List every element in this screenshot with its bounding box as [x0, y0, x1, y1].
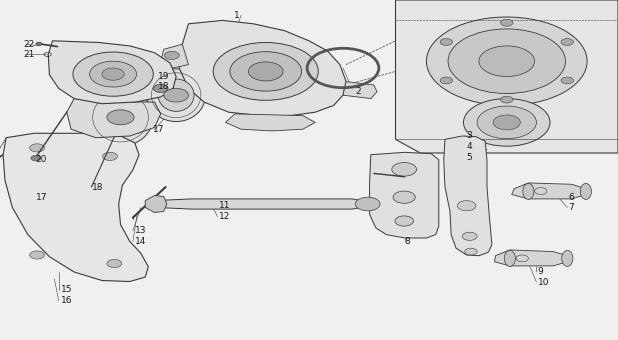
Circle shape [440, 77, 452, 84]
Polygon shape [48, 41, 176, 104]
Circle shape [462, 232, 477, 240]
Circle shape [107, 110, 134, 125]
Circle shape [248, 62, 283, 81]
Circle shape [493, 115, 520, 130]
Polygon shape [370, 152, 439, 238]
Polygon shape [161, 44, 188, 68]
Polygon shape [444, 136, 492, 256]
Circle shape [561, 39, 574, 45]
Text: 4: 4 [467, 142, 472, 151]
Circle shape [30, 144, 44, 152]
Circle shape [107, 259, 122, 268]
Circle shape [103, 152, 117, 160]
Polygon shape [343, 82, 377, 99]
Text: 1: 1 [234, 11, 239, 20]
Circle shape [465, 248, 477, 255]
Text: 18: 18 [91, 183, 103, 192]
Circle shape [153, 84, 168, 92]
Circle shape [164, 51, 179, 59]
Text: 22: 22 [23, 40, 35, 49]
Polygon shape [154, 199, 368, 209]
Circle shape [31, 155, 41, 161]
Circle shape [457, 201, 476, 211]
Polygon shape [512, 183, 586, 199]
Polygon shape [179, 20, 346, 116]
Ellipse shape [100, 99, 140, 135]
Ellipse shape [158, 79, 194, 112]
Text: 15: 15 [61, 285, 72, 294]
Circle shape [395, 216, 413, 226]
Ellipse shape [562, 250, 573, 267]
Circle shape [355, 197, 380, 211]
Text: 9: 9 [538, 268, 543, 276]
Circle shape [164, 88, 188, 102]
Polygon shape [145, 195, 167, 212]
Circle shape [102, 68, 124, 80]
Ellipse shape [88, 88, 153, 146]
Text: 21: 21 [23, 50, 35, 59]
Text: 14: 14 [135, 237, 146, 246]
Text: 7: 7 [569, 203, 574, 212]
Circle shape [479, 46, 535, 76]
Circle shape [440, 39, 452, 45]
Text: 18: 18 [158, 82, 169, 91]
Circle shape [501, 19, 513, 26]
Circle shape [393, 191, 415, 203]
Circle shape [426, 17, 587, 105]
Circle shape [464, 99, 550, 146]
Text: 17: 17 [153, 125, 165, 134]
Circle shape [30, 251, 44, 259]
Circle shape [392, 163, 417, 176]
Text: 5: 5 [467, 153, 472, 162]
Ellipse shape [580, 183, 591, 199]
Circle shape [448, 29, 565, 94]
Text: 16: 16 [61, 296, 72, 305]
Text: 11: 11 [219, 201, 231, 210]
Circle shape [230, 52, 302, 91]
Text: 2: 2 [355, 87, 361, 96]
Polygon shape [226, 114, 315, 131]
Circle shape [73, 52, 153, 96]
Text: 8: 8 [405, 237, 410, 246]
Text: 13: 13 [135, 226, 146, 235]
Text: 17: 17 [36, 193, 48, 202]
Polygon shape [3, 133, 148, 282]
Circle shape [561, 77, 574, 84]
Ellipse shape [504, 250, 515, 267]
Text: 19: 19 [158, 72, 169, 81]
Text: 10: 10 [538, 278, 549, 287]
Ellipse shape [523, 183, 534, 199]
Circle shape [90, 61, 137, 87]
Ellipse shape [146, 69, 205, 122]
Circle shape [36, 42, 42, 46]
Circle shape [477, 106, 536, 139]
Text: 6: 6 [569, 193, 574, 202]
Polygon shape [396, 0, 618, 153]
Circle shape [213, 42, 318, 100]
Polygon shape [67, 99, 161, 138]
Text: 12: 12 [219, 212, 231, 221]
Polygon shape [494, 250, 567, 266]
Text: 3: 3 [467, 132, 472, 140]
Text: 20: 20 [36, 155, 47, 164]
Circle shape [501, 96, 513, 103]
